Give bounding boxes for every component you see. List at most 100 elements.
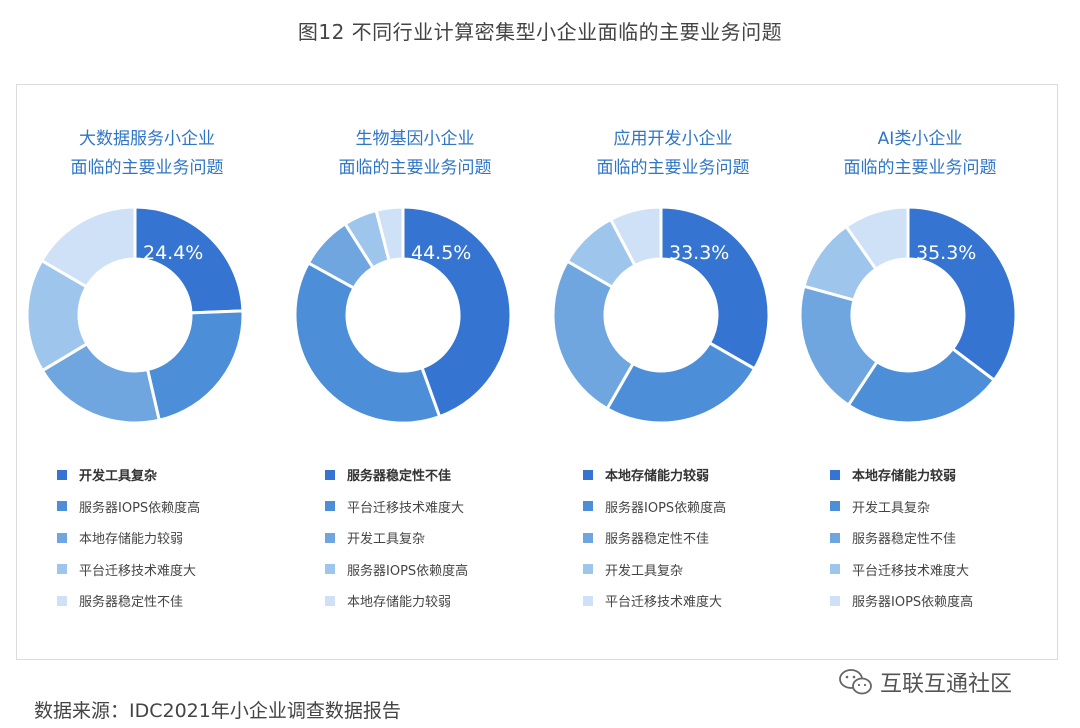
legend-label: 平台迁移技术难度大 <box>347 500 465 516</box>
legend-swatch <box>830 532 840 543</box>
legend-item: 平台迁移技术难度大 <box>57 554 277 586</box>
legend-label: 服务器IOPS依赖度高 <box>79 500 201 516</box>
donut-slice <box>846 346 997 425</box>
legend-swatch <box>57 595 67 606</box>
legend-item: 服务器IOPS依赖度高 <box>325 554 545 586</box>
donut-chart: 35.3% <box>798 205 1018 425</box>
donut-slice <box>39 205 137 289</box>
donut-chart: 24.4% <box>25 205 245 425</box>
legend-label: 本地存储能力较弱 <box>852 469 957 485</box>
donut-slice <box>844 205 910 272</box>
chart-panel: 大数据服务小企业 面临的主要业务问题 24.4% 开发工具复杂服务器IOPS依赖… <box>16 84 1058 660</box>
slice-value-label: 44.5% <box>411 242 471 264</box>
chart-title: 生物基因小企业 面临的主要业务问题 <box>285 125 545 183</box>
watermark-text: 互联互通社区 <box>880 672 1013 697</box>
legend-label: 本地存储能力较弱 <box>347 595 452 611</box>
legend-item: 开发工具复杂 <box>325 522 545 554</box>
legend-swatch <box>583 564 593 575</box>
legend-swatch <box>830 595 840 606</box>
legend-item: 开发工具复杂 <box>57 459 277 491</box>
legend-swatch <box>57 532 67 543</box>
donut-slice <box>145 309 245 423</box>
legend-label: 开发工具复杂 <box>852 500 931 516</box>
chart-col-1: 生物基因小企业 面临的主要业务问题 44.5% 服务器稳定性不佳 平台迁移技术难度… <box>285 85 545 661</box>
legend-item: 服务器IOPS依赖度高 <box>57 491 277 523</box>
chart-title-line2: 面临的主要业务问题 <box>843 158 997 178</box>
chart-title-line1: 应用开发小企业 <box>613 129 733 149</box>
legend-item: 服务器稳定性不佳 <box>57 585 277 617</box>
donut-slice <box>374 205 405 263</box>
legend-item: 本地存储能力较弱 <box>583 459 803 491</box>
figure-title: 图12 不同行业计算密集型小企业面临的主要业务问题 <box>297 20 783 44</box>
legend-swatch <box>57 469 67 480</box>
chart-title-line1: 生物基因小企业 <box>355 129 475 149</box>
legend-label: 本地存储能力较弱 <box>79 532 184 548</box>
slice-value-label: 35.3% <box>916 242 976 264</box>
chart-col-3: AI类小企业 面临的主要业务问题 35.3% 本地存储能力较弱 开发工具复杂服务器… <box>790 85 1050 661</box>
chart-title: AI类小企业 面临的主要业务问题 <box>790 125 1050 183</box>
chart-title-line2: 面临的主要业务问题 <box>338 158 492 178</box>
legend-item: 平台迁移技术难度大 <box>583 585 803 617</box>
donut-slice <box>401 205 513 419</box>
donut-slice <box>906 205 1018 383</box>
legend-swatch <box>583 595 593 606</box>
legend-label: 服务器IOPS依赖度高 <box>852 595 974 611</box>
legend-label: 本地存储能力较弱 <box>605 469 710 485</box>
legend-label: 开发工具复杂 <box>347 532 426 548</box>
legend-swatch <box>830 501 840 512</box>
legend: 服务器稳定性不佳 平台迁移技术难度大 开发工具复杂服务器IOPS依赖度高本地存储能力… <box>325 459 545 617</box>
legend-item: 服务器IOPS依赖度高 <box>830 585 1050 617</box>
legend-swatch <box>583 469 593 480</box>
watermark: 互联互通社区 <box>838 666 1012 698</box>
legend-label: 开发工具复杂 <box>79 469 158 485</box>
legend: 本地存储能力较弱 开发工具复杂服务器稳定性不佳 平台迁移技术难度大 服务器IOPS依赖… <box>830 459 1050 617</box>
legend-item: 服务器稳定性不佳 <box>583 522 803 554</box>
chart-title-line2: 面临的主要业务问题 <box>70 158 224 178</box>
donut-slice <box>133 205 245 315</box>
donut-slice <box>293 260 442 425</box>
legend-item: 开发工具复杂 <box>830 491 1050 523</box>
legend-swatch <box>57 564 67 575</box>
legend-swatch <box>325 532 335 543</box>
legend-item: 本地存储能力较弱 <box>325 585 545 617</box>
donut-slice <box>659 205 771 371</box>
donut-chart: 44.5% <box>293 205 513 425</box>
legend-swatch <box>830 469 840 480</box>
legend-label: 平台迁移技术难度大 <box>852 563 970 579</box>
chart-title-line2: 面临的主要业务问题 <box>596 158 750 178</box>
legend-swatch <box>325 595 335 606</box>
chart-title: 大数据服务小企业 面临的主要业务问题 <box>17 125 277 183</box>
legend-item: 服务器稳定性不佳 <box>325 459 545 491</box>
legend-swatch <box>325 564 335 575</box>
legend-item: 开发工具复杂 <box>583 554 803 586</box>
slice-value-label: 33.3% <box>669 242 729 264</box>
source-note: 数据来源：IDC2021年小企业调查数据报告 <box>34 700 401 722</box>
legend-label: 平台迁移技术难度大 <box>605 595 723 611</box>
legend-item: 平台迁移技术难度大 <box>830 554 1050 586</box>
donut-chart: 33.3% <box>551 205 771 425</box>
chart-title: 应用开发小企业 面临的主要业务问题 <box>543 125 803 183</box>
legend-item: 服务器IOPS依赖度高 <box>583 491 803 523</box>
legend-label: 服务器稳定性不佳 <box>347 469 452 485</box>
legend: 本地存储能力较弱服务器IOPS依赖度高 服务器稳定性不佳 开发工具复杂平台迁移技术难… <box>583 459 803 617</box>
donut-slice <box>551 259 636 411</box>
legend-item: 本地存储能力较弱 <box>57 522 277 554</box>
legend-label: 开发工具复杂 <box>605 563 684 579</box>
legend-item: 服务器稳定性不佳 <box>830 522 1050 554</box>
wechat-icon <box>839 669 872 695</box>
chart-title-line1: AI类小企业 <box>877 129 963 149</box>
legend-label: 服务器稳定性不佳 <box>79 595 184 611</box>
legend-swatch <box>57 501 67 512</box>
legend-label: 服务器稳定性不佳 <box>852 532 957 548</box>
legend-swatch <box>583 501 593 512</box>
legend-label: 服务器IOPS依赖度高 <box>605 500 727 516</box>
legend-item: 本地存储能力较弱 <box>830 459 1050 491</box>
donut-slice <box>605 340 757 425</box>
legend-label: 服务器稳定性不佳 <box>605 532 710 548</box>
slice-value-label: 24.4% <box>143 242 203 264</box>
legend-swatch <box>325 501 335 512</box>
legend-label: 平台迁移技术难度大 <box>79 563 197 579</box>
legend-item: 平台迁移技术难度大 <box>325 491 545 523</box>
legend-swatch <box>830 564 840 575</box>
donut-slice <box>608 205 663 268</box>
